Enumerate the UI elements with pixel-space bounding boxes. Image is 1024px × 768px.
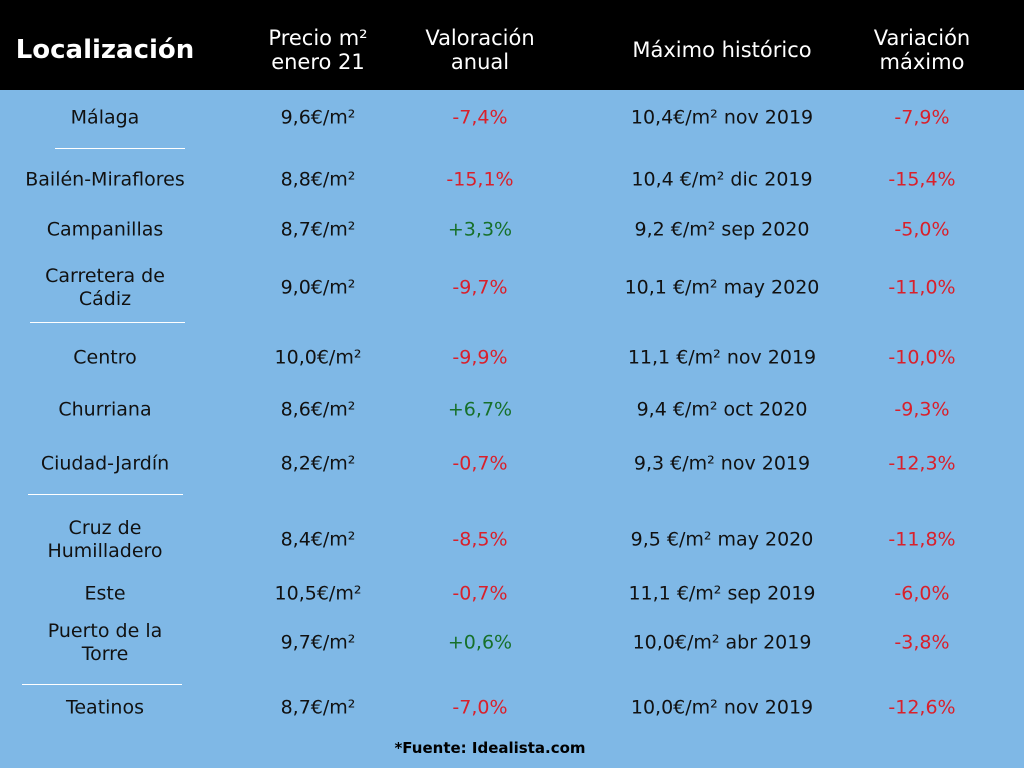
annual-change: +3,3% [447,218,513,241]
annual-change: -9,9% [452,346,508,369]
source-note: *Fuente: Idealista.com [394,739,586,757]
separator [28,494,183,495]
column-header: Localización [15,35,195,65]
max-change: -7,9% [894,106,950,129]
price: 10,0€/m² [274,346,362,369]
price: 9,6€/m² [280,106,356,129]
column-header: Precio m² enero 21 [268,26,368,74]
location: Ciudad-Jardín [40,452,170,475]
separator [55,148,185,149]
location: Cruz de Humilladero [47,517,163,562]
location: Teatinos [65,696,144,719]
max-change: -9,3% [894,398,950,421]
column-header: Máximo histórico [632,38,812,62]
location: Puerto de la Torre [47,620,163,665]
max-change: -11,8% [888,528,956,551]
historic-max: 9,5 €/m² may 2020 [630,528,814,551]
max-change: -11,0% [888,276,956,299]
max-change: -15,4% [888,168,956,191]
price: 10,5€/m² [274,582,362,605]
historic-max: 11,1 €/m² nov 2019 [627,346,817,369]
historic-max: 9,3 €/m² nov 2019 [633,452,811,475]
annual-change: -0,7% [452,582,508,605]
annual-change: -7,4% [452,106,508,129]
annual-change: +6,7% [447,398,513,421]
price: 8,6€/m² [280,398,356,421]
location: Bailén-Miraflores [25,168,185,191]
historic-max: 10,4 €/m² dic 2019 [631,168,813,191]
price: 8,7€/m² [280,218,356,241]
location: Campanillas [46,218,164,241]
location: Centro [73,346,137,369]
annual-change: -7,0% [452,696,508,719]
location: Málaga [70,106,140,129]
price: 9,0€/m² [280,276,356,299]
historic-max: 10,0€/m² abr 2019 [632,631,812,654]
max-change: -3,8% [894,631,950,654]
historic-max: 11,1 €/m² sep 2019 [628,582,816,605]
separator [30,322,185,323]
max-change: -12,6% [888,696,956,719]
price: 8,2€/m² [280,452,356,475]
location: Este [84,582,126,605]
annual-change: -15,1% [446,168,514,191]
max-change: -10,0% [888,346,956,369]
historic-max: 9,4 €/m² oct 2020 [636,398,808,421]
price: 8,8€/m² [280,168,356,191]
price: 9,7€/m² [280,631,356,654]
historic-max: 10,1 €/m² may 2020 [624,276,820,299]
separator [22,684,182,685]
historic-max: 10,4€/m² nov 2019 [630,106,814,129]
location: Carretera de Cádiz [45,265,165,310]
annual-change: -9,7% [452,276,508,299]
price: 8,7€/m² [280,696,356,719]
annual-change: -8,5% [452,528,508,551]
location: Churriana [58,398,152,421]
price: 8,4€/m² [280,528,356,551]
column-header: Variación máximo [873,26,971,74]
annual-change: +0,6% [447,631,513,654]
max-change: -6,0% [894,582,950,605]
annual-change: -0,7% [452,452,508,475]
column-header: Valoración anual [425,26,535,74]
max-change: -12,3% [888,452,956,475]
historic-max: 10,0€/m² nov 2019 [630,696,814,719]
max-change: -5,0% [894,218,950,241]
header-bar [0,0,1024,90]
historic-max: 9,2 €/m² sep 2020 [634,218,810,241]
